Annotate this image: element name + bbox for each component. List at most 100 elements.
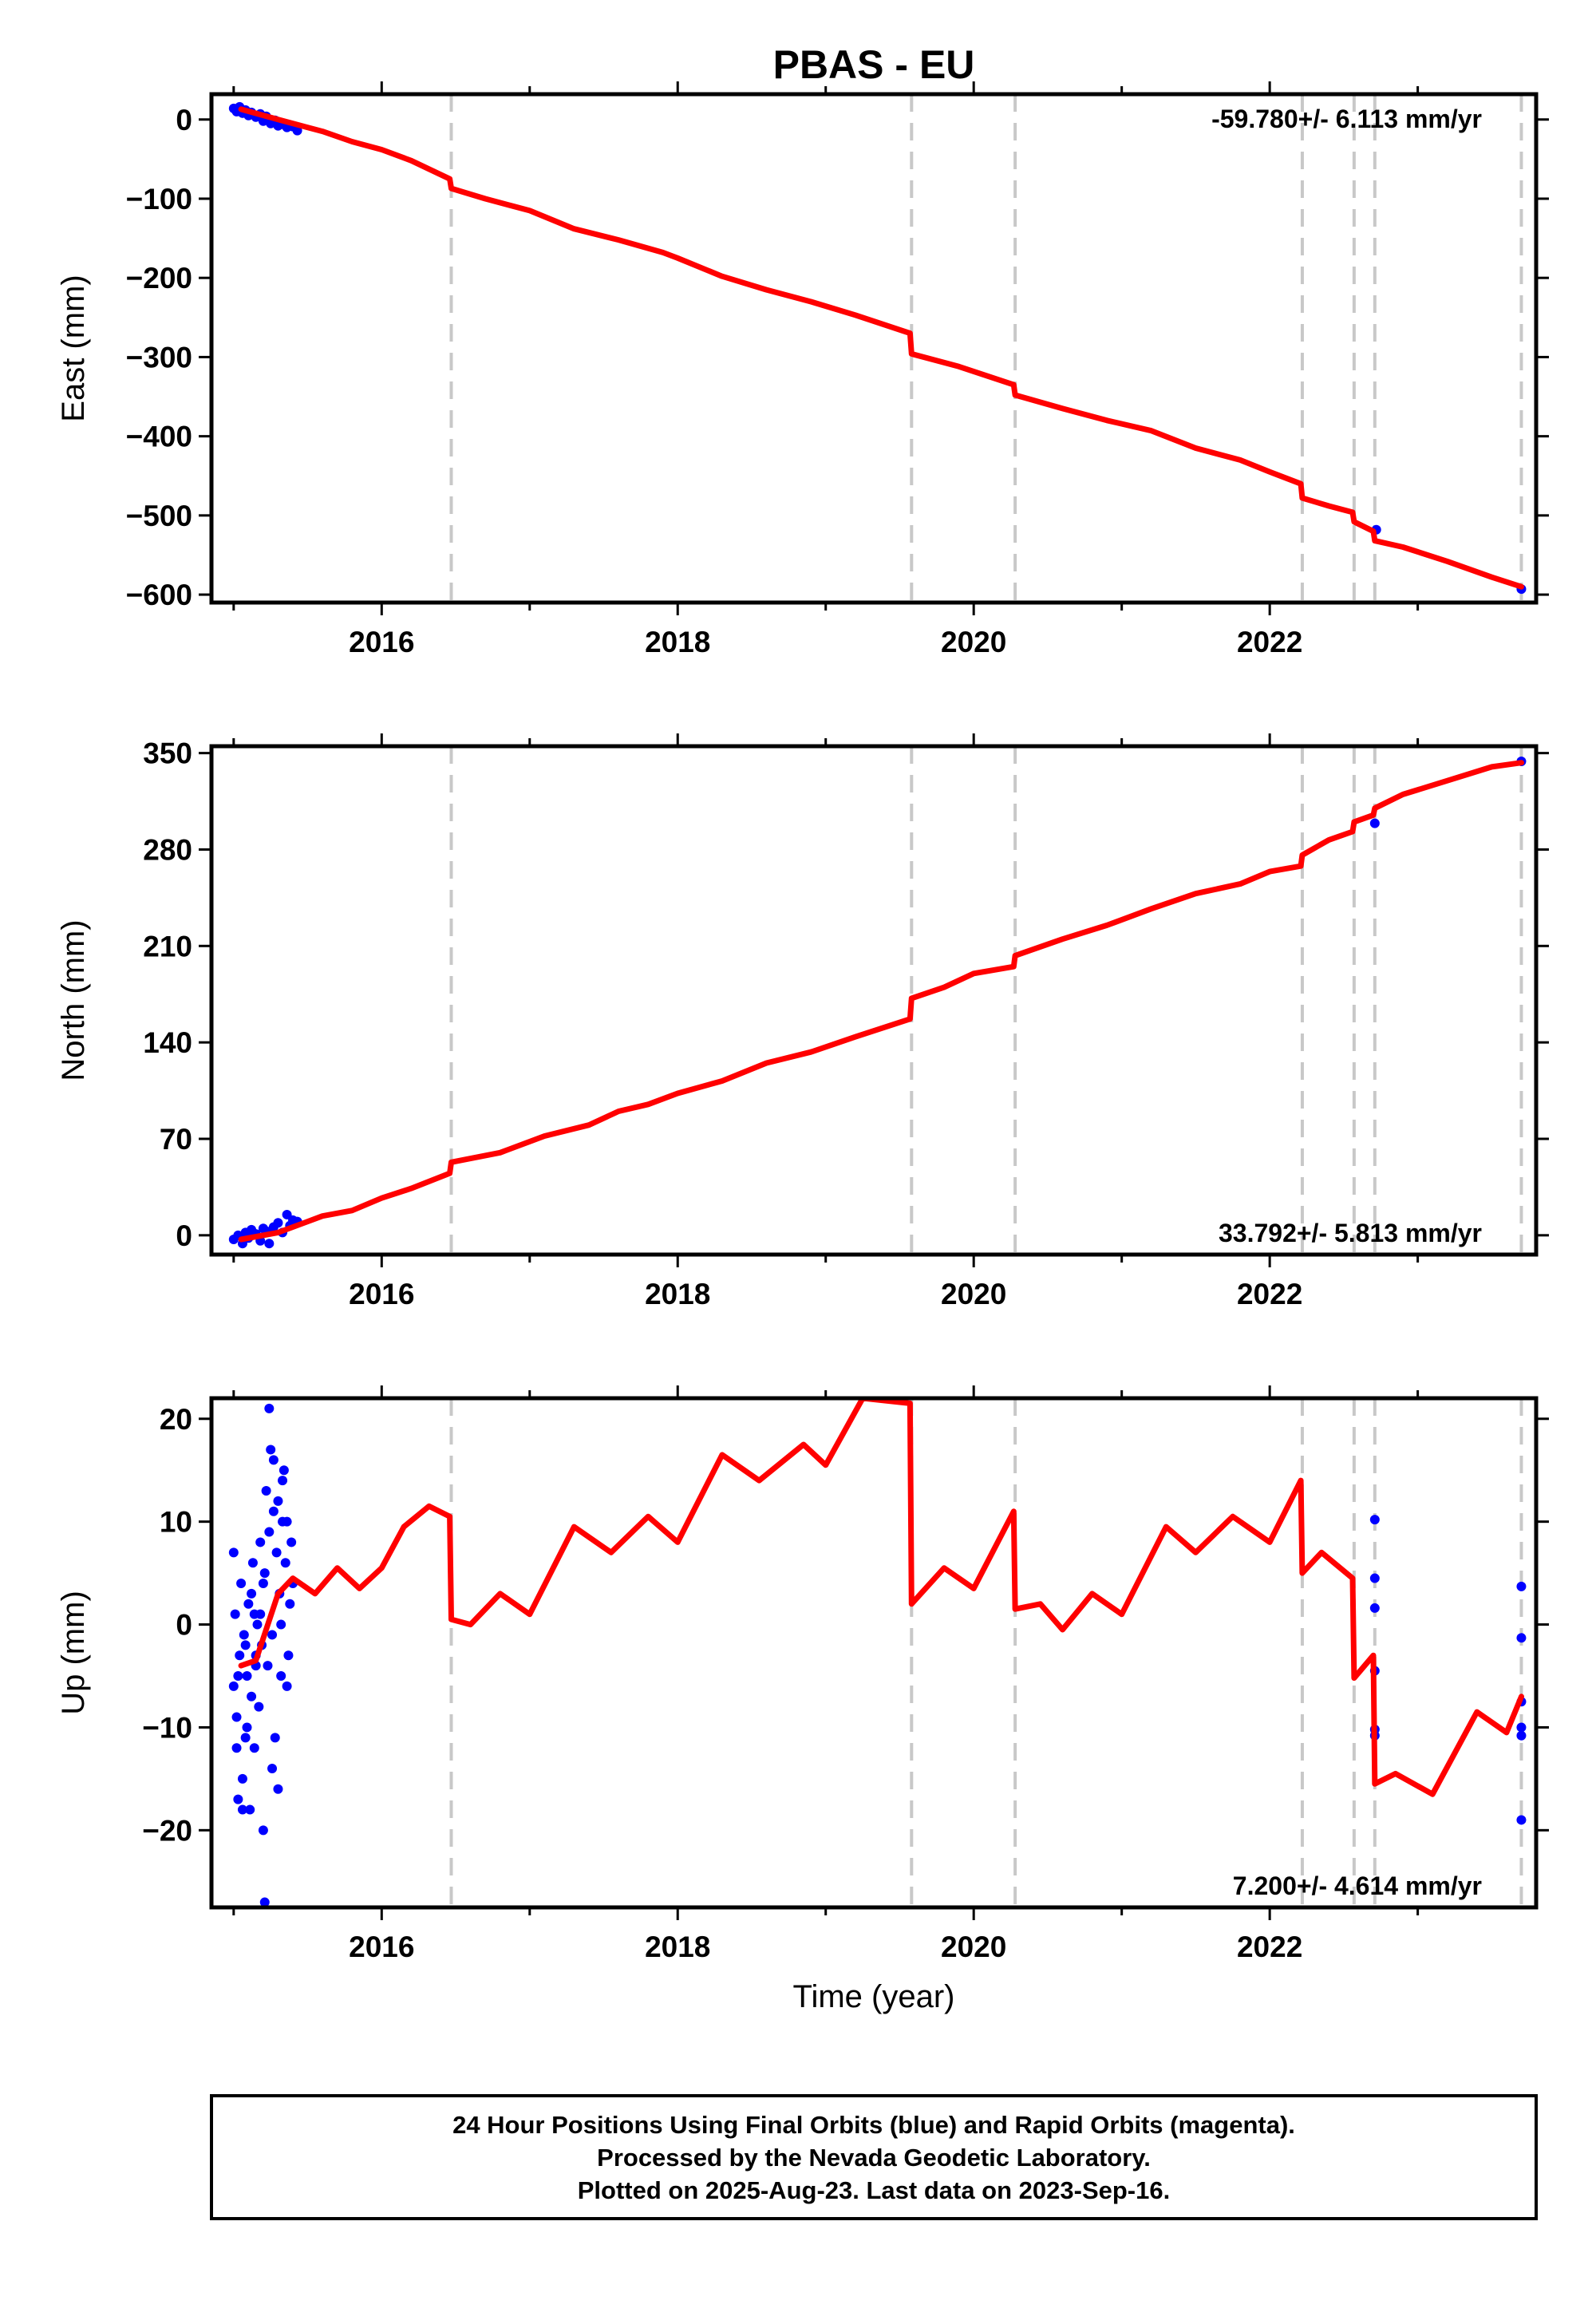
final-orbit-point [1516, 1722, 1527, 1733]
data-layer [228, 101, 1527, 595]
rate-annotation: 7.200+/- 4.614 mm/yr [1233, 1871, 1482, 1900]
final-orbit-point [1369, 1603, 1380, 1613]
final-orbit-point [254, 1701, 264, 1712]
final-orbit-point [1369, 1515, 1380, 1525]
x-tick-label: 2022 [1237, 1931, 1302, 1963]
final-orbit-point [273, 1218, 283, 1228]
final-orbit-point [255, 1537, 266, 1547]
x-tick-label: 2022 [1237, 1278, 1302, 1310]
x-tick-label: 2018 [645, 626, 710, 658]
final-orbit-point [240, 1733, 251, 1743]
footer-box: 24 Hour Positions Using Final Orbits (bl… [210, 2094, 1538, 2220]
final-orbit-point [276, 1619, 286, 1630]
data-layer [228, 756, 1527, 1249]
y-tick-label: −200 [126, 262, 192, 294]
data-layer [228, 1398, 1527, 1907]
x-tick-label: 2016 [349, 1931, 414, 1963]
footer-line-2: Processed by the Nevada Geodetic Laborat… [597, 2144, 1151, 2172]
final-orbit-point [268, 1506, 279, 1516]
final-orbit-point [259, 1568, 270, 1579]
rate-annotation: 33.792+/- 5.813 mm/yr [1219, 1219, 1482, 1247]
final-orbit-point [242, 1671, 252, 1681]
rate-annotation: -59.780+/- 6.113 mm/yr [1211, 105, 1482, 133]
final-orbit-point [264, 1239, 275, 1249]
footer-line-1: 24 Hour Positions Using Final Orbits (bl… [452, 2111, 1295, 2139]
final-orbit-point [242, 1722, 252, 1733]
y-tick-label: −100 [126, 183, 192, 215]
y-tick-label: 350 [143, 737, 192, 770]
y-tick-label: 0 [176, 1219, 192, 1252]
final-orbit-point [245, 1804, 255, 1815]
y-tick-label: 140 [143, 1026, 192, 1059]
final-orbit-point [243, 1599, 254, 1609]
final-orbit-point [237, 1773, 247, 1784]
x-tick-label: 2020 [941, 1931, 1006, 1963]
final-orbit-point [266, 1445, 276, 1455]
final-orbit-point [252, 1619, 263, 1630]
final-orbit-point [286, 1537, 297, 1547]
final-orbit-point [292, 125, 302, 136]
final-orbit-point [258, 1579, 268, 1588]
final-orbit-point [285, 1599, 295, 1609]
x-tick-label: 2022 [1237, 626, 1302, 658]
y-tick-label: 280 [143, 833, 192, 866]
x-tick-label: 2018 [645, 1278, 710, 1310]
y-tick-label: 0 [176, 1609, 192, 1642]
final-orbit-point [259, 1897, 270, 1907]
final-orbit-point [236, 1579, 247, 1588]
final-orbit-point [239, 1630, 249, 1640]
model-line [238, 106, 1524, 590]
final-orbit-point [264, 1527, 275, 1537]
final-orbit-point [233, 1794, 243, 1804]
y-tick-label: −500 [126, 500, 192, 532]
final-orbit-point [278, 1516, 288, 1527]
final-orbit-point [261, 1486, 271, 1496]
final-orbit-point [237, 1804, 247, 1815]
final-orbit-point [280, 1558, 290, 1568]
final-orbit-point [1516, 1633, 1527, 1643]
y-tick-label: 10 [160, 1506, 192, 1539]
final-orbit-point [1516, 1730, 1527, 1741]
model-line [238, 1398, 1524, 1797]
final-orbit-point [276, 1671, 286, 1681]
y-tick-label: 70 [160, 1123, 192, 1156]
final-orbit-point [282, 1681, 292, 1691]
final-orbit-point [278, 1476, 288, 1486]
final-orbit-point [263, 1661, 273, 1671]
final-orbit-point [267, 1764, 278, 1773]
final-orbit-point [273, 1496, 283, 1506]
final-orbit-point [233, 1671, 243, 1681]
final-orbit-point [270, 1733, 280, 1743]
y-axis-label: East (mm) [56, 275, 91, 421]
y-tick-label: 20 [160, 1403, 192, 1436]
footer-line-3: Plotted on 2025-Aug-23. Last data on 202… [578, 2176, 1170, 2204]
x-tick-label: 2020 [941, 626, 1006, 658]
final-orbit-point [279, 1465, 289, 1476]
final-orbit-point [1516, 1581, 1527, 1591]
y-tick-label: −400 [126, 421, 192, 453]
y-axis-label: Up (mm) [56, 1591, 91, 1715]
y-tick-label: −10 [142, 1711, 192, 1744]
final-orbit-point [1369, 818, 1380, 828]
final-orbit-point [235, 1650, 245, 1661]
panel-frame [209, 92, 1539, 605]
final-orbit-point [264, 1403, 275, 1413]
final-orbit-point [247, 1691, 257, 1701]
x-tick-label: 2018 [645, 1931, 710, 1963]
final-orbit-point [230, 1609, 240, 1619]
final-orbit-point [247, 1588, 257, 1599]
final-orbit-point [258, 1825, 268, 1836]
up-panel: 20 10 0 −10 −20 2016 2018 2020 2022 Up (mm) 7.200+… [56, 1385, 1549, 1963]
x-tick-label: 2016 [349, 626, 414, 658]
final-orbit-point [271, 1547, 282, 1558]
final-orbit-point [247, 1558, 258, 1568]
final-orbit-point [240, 1640, 251, 1650]
footer-frame [210, 2094, 1538, 2220]
final-orbit-point [228, 1547, 239, 1558]
final-orbit-point [1516, 1815, 1527, 1825]
final-orbit-point [249, 1743, 259, 1753]
y-tick-label: 0 [176, 104, 192, 136]
final-orbit-point [273, 1784, 283, 1794]
y-tick-label: −300 [126, 341, 192, 373]
